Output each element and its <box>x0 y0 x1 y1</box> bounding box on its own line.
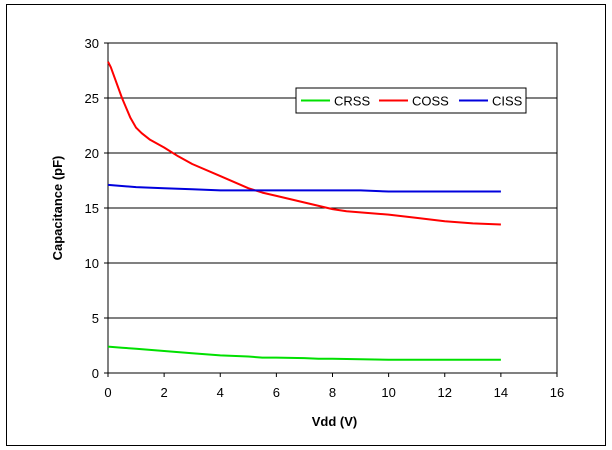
legend-items: CRSS COSS CISS <box>301 94 523 109</box>
series-line-ciss <box>107 183 501 193</box>
x-tick-label: 10 <box>381 385 395 400</box>
x-tick-label: 12 <box>438 385 452 400</box>
x-tick-label: 4 <box>217 385 224 400</box>
x-tick-label: 14 <box>494 385 508 400</box>
x-tick-label: 16 <box>550 385 564 400</box>
y-tick-label: 25 <box>85 91 99 106</box>
x-tick-label: 8 <box>329 385 336 400</box>
series-line-coss <box>107 61 501 226</box>
series-lines <box>107 61 501 361</box>
x-axis-title: Vdd (V) <box>312 414 358 429</box>
legend-label-coss: COSS <box>412 94 449 109</box>
gridlines <box>108 42 557 319</box>
x-tick-label: 6 <box>273 385 280 400</box>
legend-label-crss: CRSS <box>334 94 370 109</box>
y-tick-label: 30 <box>85 36 99 51</box>
axes: 0 5 10 15 20 25 30 0 2 4 6 8 10 12 14 16 <box>85 36 565 400</box>
y-tick-label: 5 <box>92 311 99 326</box>
y-tick-label: 20 <box>85 146 99 161</box>
x-tick-label: 2 <box>161 385 168 400</box>
legend: CRSS COSS CISS <box>295 87 527 114</box>
series-line-crss <box>107 345 501 361</box>
y-tick-label: 0 <box>92 366 99 381</box>
x-tick-label: 0 <box>104 385 111 400</box>
y-tick-label: 15 <box>85 201 99 216</box>
y-axis-title: Capacitance (pF) <box>50 156 65 261</box>
y-tick-label: 10 <box>85 256 99 271</box>
chart-frame <box>6 4 606 446</box>
legend-label-ciss: CISS <box>492 94 523 109</box>
